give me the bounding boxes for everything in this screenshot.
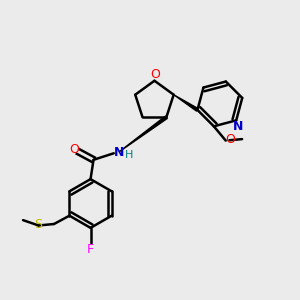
Text: O: O [226, 134, 236, 146]
Text: F: F [87, 243, 94, 256]
Text: S: S [34, 218, 42, 231]
Text: O: O [150, 68, 160, 81]
Polygon shape [119, 116, 167, 152]
Text: N: N [233, 120, 243, 134]
Polygon shape [174, 95, 198, 111]
Text: H: H [124, 150, 133, 160]
Text: N: N [114, 146, 124, 159]
Text: O: O [69, 143, 79, 156]
